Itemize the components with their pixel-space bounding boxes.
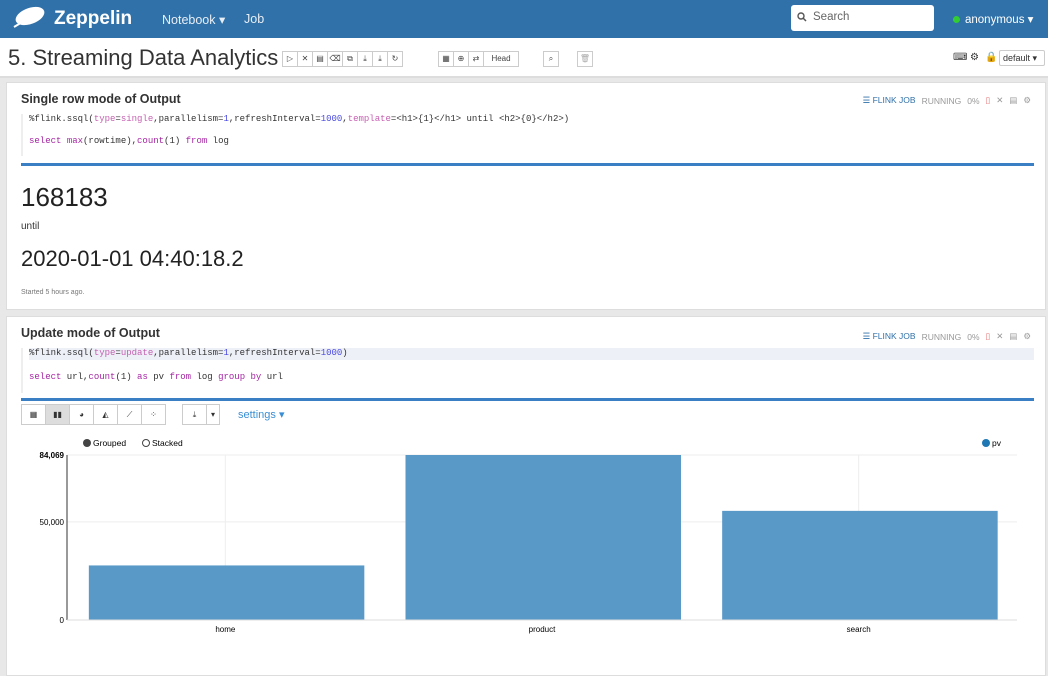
export-ipynb-icon[interactable]: ⤓ — [372, 51, 388, 67]
clear-output-icon[interactable]: ⌫ — [327, 51, 343, 67]
stacked-label: Stacked — [152, 438, 183, 448]
bar-search — [722, 510, 998, 620]
code-line: select max(rowtime),count(1) from log — [29, 136, 229, 146]
settings-gear-icon[interactable]: ⚙ — [1023, 95, 1031, 105]
notebook-menu[interactable]: Notebook ▾ — [162, 13, 226, 27]
progress-bar — [21, 398, 1034, 401]
search-icon — [797, 12, 807, 22]
export-icon[interactable]: ⤓ — [357, 51, 373, 67]
reload-icon[interactable]: ↻ — [387, 51, 403, 67]
code-line: %flink.ssql(type=single,parallelism=1,re… — [29, 114, 570, 124]
version-actions: ▦ ⊕ ⇄ Head — [438, 51, 519, 67]
clone-icon[interactable]: ⧉ — [342, 51, 358, 67]
username: anonymous ▾ — [965, 14, 1034, 26]
toggle-output-icon[interactable]: ▤ — [312, 51, 328, 67]
progress-bar — [21, 163, 1034, 166]
expand-icon[interactable]: ✕ — [996, 95, 1004, 105]
output-count: 168183 — [21, 182, 108, 212]
notebook-actions: ▷ ✕ ▤ ⌫ ⧉ ⤓ ⤓ ↻ — [282, 51, 403, 67]
expand-icon[interactable]: ✕ — [996, 331, 1004, 341]
zeppelin-logo-icon — [13, 6, 45, 28]
download-dropdown-icon[interactable]: ▾ — [206, 404, 220, 425]
commit-icon[interactable]: ▦ — [438, 51, 454, 67]
paragraph-title[interactable]: Update mode of Output — [21, 326, 160, 340]
legend-pv-swatch[interactable] — [982, 439, 990, 447]
user-menu[interactable]: anonymous ▾ — [953, 12, 1033, 26]
scatter-chart-icon[interactable]: ⁘ — [141, 404, 166, 425]
head-button[interactable]: Head — [483, 51, 519, 67]
job-link[interactable]: Job — [244, 12, 265, 26]
online-status-icon — [953, 16, 960, 23]
code-editor[interactable]: %flink.ssql(type=update,parallelism=1,re… — [21, 348, 1034, 393]
keyboard-icon[interactable]: ⌨ — [953, 52, 968, 63]
table-view-icon[interactable]: ▦ — [21, 404, 46, 425]
x-tick-label: search — [847, 625, 871, 634]
paragraph-update: Update mode of Output ☰ FLINK JOB RUNNIN… — [6, 316, 1046, 676]
search-placeholder: Search — [813, 11, 850, 23]
line-chart-icon[interactable]: ⟋ — [117, 404, 142, 425]
toggle-editor-icon[interactable]: ▤ — [1009, 331, 1018, 341]
y-tick-label: 84,069 — [40, 451, 65, 460]
output-time: 2020-01-01 04:40:18.2 — [21, 246, 244, 271]
job-status: RUNNING — [921, 95, 962, 106]
brand[interactable]: Zeppelin — [54, 8, 133, 29]
bar-chart: Grouped Stacked pv 0 50,000 84,069 home prod… — [40, 438, 1017, 634]
top-navbar: Zeppelin Notebook ▾ Job Search anonymous… — [0, 0, 1048, 38]
code-line: %flink.ssql(type=update,parallelism=1,re… — [29, 348, 1034, 360]
bar-home — [88, 565, 365, 620]
cancel-icon[interactable]: ▯ — [985, 331, 991, 341]
download-icon[interactable]: ⤓ — [182, 404, 207, 425]
y-tick-label: 0 — [60, 616, 65, 625]
chart-type-buttons: ▦ ▮▮ ◕ ◭ ⟋ ⁘ ⤓ ▾ — [21, 404, 220, 425]
toggle-editor-icon[interactable]: ▤ — [1009, 95, 1018, 105]
pie-chart-icon[interactable]: ◕ — [69, 404, 94, 425]
flink-job-link[interactable]: ☰ FLINK JOB — [862, 95, 916, 105]
legend-pv-label: pv — [992, 438, 1002, 448]
x-tick-label: home — [215, 625, 236, 634]
code-editor[interactable]: %flink.ssql(type=single,parallelism=1,re… — [21, 114, 1034, 156]
lock-icon[interactable]: 🔒 — [985, 52, 998, 63]
find-icon[interactable]: ⌕ — [543, 51, 559, 67]
paragraph-title[interactable]: Single row mode of Output — [21, 92, 181, 106]
flink-job-link[interactable]: ☰ FLINK JOB — [862, 331, 916, 341]
y-tick-label: 50,000 — [40, 518, 65, 527]
job-progress: 0% — [967, 331, 980, 342]
area-chart-icon[interactable]: ◭ — [93, 404, 118, 425]
run-all-icon[interactable]: ▷ — [282, 51, 298, 67]
paragraph-status: ☰ FLINK JOB RUNNING 0% ▯ ✕ ▤ ⚙ — [863, 95, 1031, 106]
search-input[interactable]: Search — [791, 5, 934, 31]
settings-toggle[interactable]: settings ▾ — [238, 409, 285, 421]
cancel-icon[interactable]: ▯ — [985, 95, 991, 105]
bar-chart-icon[interactable]: ▮▮ — [45, 404, 70, 425]
gear-icon[interactable]: ⚙ — [970, 52, 979, 63]
code-line: select url,count(1) as pv from log group… — [29, 372, 283, 382]
compare-icon[interactable]: ⇄ — [468, 51, 484, 67]
grouped-radio[interactable] — [83, 439, 91, 447]
bar-product — [405, 455, 681, 620]
output-until: until — [21, 221, 40, 232]
collapse-icon[interactable]: ✕ — [297, 51, 313, 67]
stacked-radio[interactable] — [142, 439, 150, 447]
trash-icon[interactable]: 🗑 — [577, 51, 593, 67]
grouped-label: Grouped — [93, 438, 126, 448]
interpreter-select[interactable]: default ▾ — [999, 50, 1045, 66]
job-status: RUNNING — [921, 331, 962, 342]
paragraph-single: Single row mode of Output ☰ FLINK JOB RU… — [6, 82, 1046, 310]
notebook-header: 5. Streaming Data Analytics ▷ ✕ ▤ ⌫ ⧉ ⤓ ⤓ ↻ ▦ ⊕ ⇄… — [0, 38, 1048, 78]
revision-icon[interactable]: ⊕ — [453, 51, 469, 67]
paragraph-footer: Started 5 hours ago. — [21, 289, 85, 296]
settings-gear-icon[interactable]: ⚙ — [1023, 331, 1031, 341]
paragraph-status: ☰ FLINK JOB RUNNING 0% ▯ ✕ ▤ ⚙ — [863, 331, 1031, 342]
x-tick-label: product — [529, 625, 556, 634]
page-title[interactable]: 5. Streaming Data Analytics — [8, 45, 279, 70]
job-progress: 0% — [967, 95, 980, 106]
